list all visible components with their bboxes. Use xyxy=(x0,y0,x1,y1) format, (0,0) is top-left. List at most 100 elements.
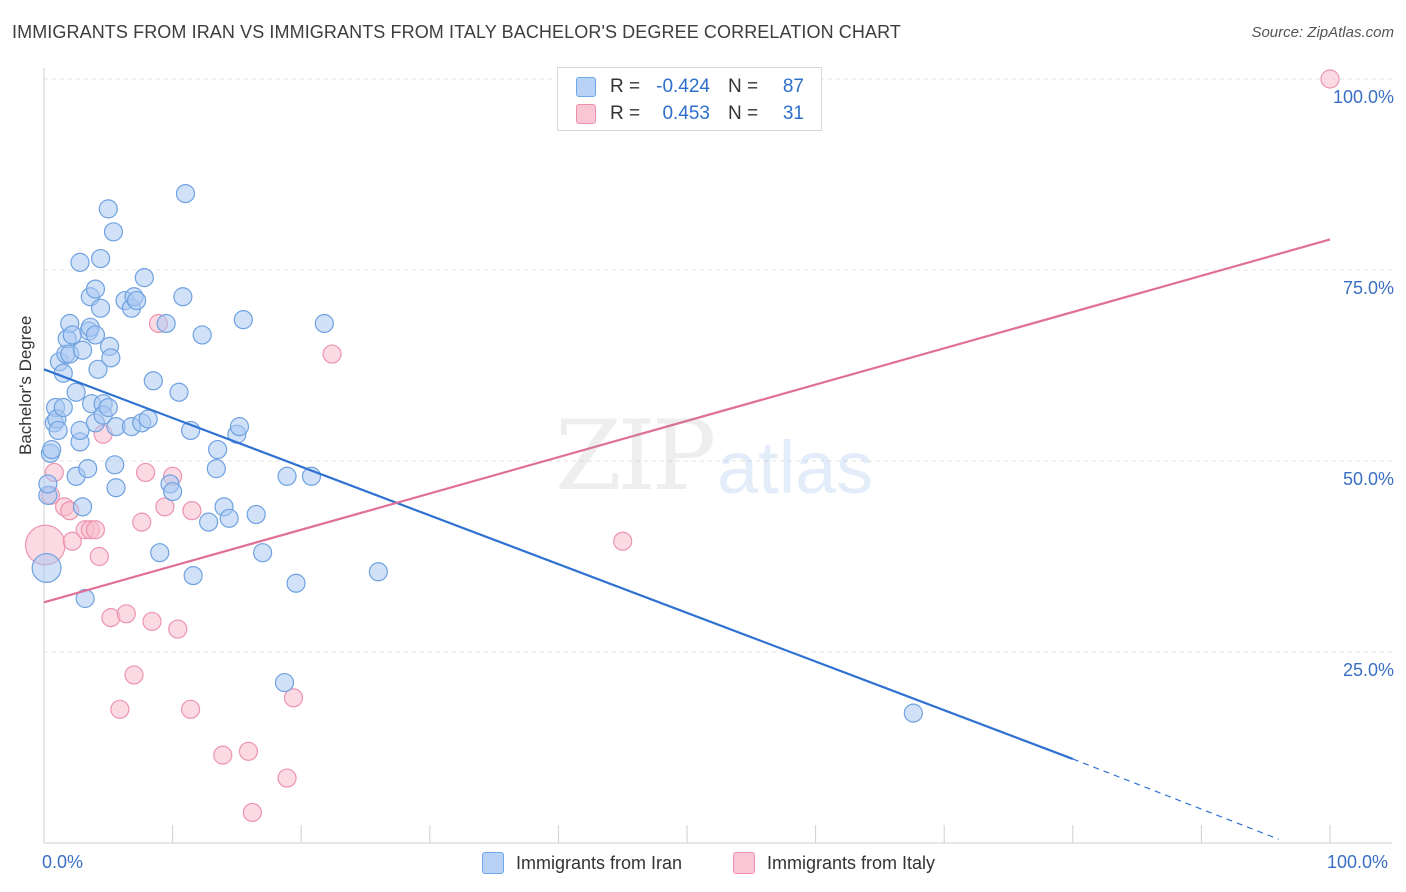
iran-point xyxy=(199,512,219,532)
bottom-legend-label-italy: Immigrants from Italy xyxy=(767,852,936,873)
bottom-legend-iran: Immigrants from Iran xyxy=(482,852,682,874)
iran-point xyxy=(208,439,228,460)
iran-point xyxy=(66,382,86,402)
italy-point xyxy=(277,768,297,788)
iran-point xyxy=(219,508,239,528)
legend-swatch-italy xyxy=(576,104,596,124)
iran-point xyxy=(246,504,266,525)
iran-point xyxy=(286,573,306,593)
italy-point xyxy=(110,699,130,719)
italy-point xyxy=(613,531,633,551)
iran-point xyxy=(138,409,158,429)
iran-point xyxy=(48,420,68,441)
iran-point xyxy=(229,417,250,437)
iran-point xyxy=(70,420,90,441)
legend-r-label-italy: R = xyxy=(610,103,641,124)
italy-point xyxy=(238,741,259,761)
legend-swatch-iran xyxy=(576,77,596,97)
iran-point xyxy=(314,313,334,334)
watermark-zip: ZIP xyxy=(555,400,716,512)
y-tick-75: 75.0% xyxy=(1342,278,1394,298)
iran-trend-extension xyxy=(1072,758,1279,840)
bottom-legend-swatch-italy xyxy=(733,852,755,874)
italy-point xyxy=(85,520,106,540)
iran-point xyxy=(85,279,106,299)
y-axis-label: Bachelor's Degree xyxy=(16,315,35,455)
iran-point xyxy=(156,313,176,334)
iran-point xyxy=(150,543,170,563)
italy-point xyxy=(89,546,109,567)
iran-point xyxy=(143,371,163,391)
italy-point xyxy=(181,699,201,719)
italy-point xyxy=(242,802,262,823)
iran-point xyxy=(98,397,118,418)
iran-point xyxy=(206,459,226,479)
iran-point xyxy=(62,325,82,345)
bottom-legend-swatch-iran xyxy=(482,852,504,874)
legend-r-value-italy: 0.453 xyxy=(662,103,710,124)
legend-r-label-iran: R = xyxy=(610,76,641,97)
iran-point xyxy=(42,439,62,460)
iran-point xyxy=(175,184,196,204)
iran-point xyxy=(192,325,212,345)
iran-point xyxy=(274,672,295,693)
italy-point xyxy=(1320,69,1340,89)
iran-point xyxy=(90,298,111,318)
y-tick-25: 25.0% xyxy=(1342,660,1394,680)
italy-point xyxy=(116,604,136,624)
iran-point xyxy=(173,287,193,307)
italy-point xyxy=(142,611,162,632)
iran-point xyxy=(163,481,183,502)
iran-point xyxy=(53,397,73,418)
x-tick-0: 0.0% xyxy=(42,852,84,872)
iran-point xyxy=(126,290,147,311)
iran-point xyxy=(105,455,125,475)
iran-point xyxy=(183,565,203,586)
iran-point xyxy=(78,459,98,479)
legend-n-value-italy: 31 xyxy=(782,103,804,124)
italy-point xyxy=(283,688,304,708)
iran-point xyxy=(70,252,90,272)
legend-row-iran: R = -0.424 N = 87 xyxy=(576,75,804,99)
y-tick-100: 100.0% xyxy=(1332,87,1394,107)
legend-n-label-iran: N = xyxy=(728,76,759,97)
italy-point xyxy=(213,745,233,765)
italy-trend-line xyxy=(43,238,1331,604)
iran-point xyxy=(101,348,121,368)
iran-point xyxy=(88,359,108,379)
italy-point xyxy=(132,512,152,532)
iran-point xyxy=(103,222,124,242)
iran-point xyxy=(75,588,95,609)
iran-point xyxy=(85,325,106,345)
italy-point xyxy=(135,462,156,483)
bottom-legend-label-iran: Immigrants from Iran xyxy=(516,852,683,873)
chart-source: Source: ZipAtlas.com xyxy=(1251,24,1394,41)
iran-point xyxy=(903,703,923,723)
iran-point xyxy=(98,199,118,219)
iran-point xyxy=(38,474,58,494)
italy-point xyxy=(322,344,342,364)
iran-point xyxy=(72,340,93,360)
italy-point xyxy=(124,665,144,685)
watermark-atlas: atlas xyxy=(717,426,874,509)
italy-point xyxy=(182,501,202,521)
legend-n-value-iran: 87 xyxy=(782,76,804,97)
italy-point xyxy=(168,619,188,639)
y-tick-50: 50.0% xyxy=(1342,469,1394,489)
iran-trend-line xyxy=(43,368,1074,760)
iran-point xyxy=(277,466,297,486)
italy-point xyxy=(62,531,82,551)
correlation-legend: R = -0.424 N = 87 R = 0.453 N = 31 xyxy=(557,67,822,131)
bottom-legend-italy: Immigrants from Italy xyxy=(733,852,935,874)
chart-title: IMMIGRANTS FROM IRAN VS IMMIGRANTS FROM … xyxy=(12,22,901,42)
iran-point xyxy=(106,478,126,498)
iran-point xyxy=(368,562,388,582)
iran-point xyxy=(72,497,93,517)
iran-point xyxy=(233,310,253,330)
x-tick-100: 100.0% xyxy=(1327,852,1389,872)
legend-row-italy: R = 0.453 N = 31 xyxy=(576,102,804,126)
iran-point xyxy=(90,248,111,269)
iran-point xyxy=(253,543,273,563)
iran-point xyxy=(169,382,189,402)
